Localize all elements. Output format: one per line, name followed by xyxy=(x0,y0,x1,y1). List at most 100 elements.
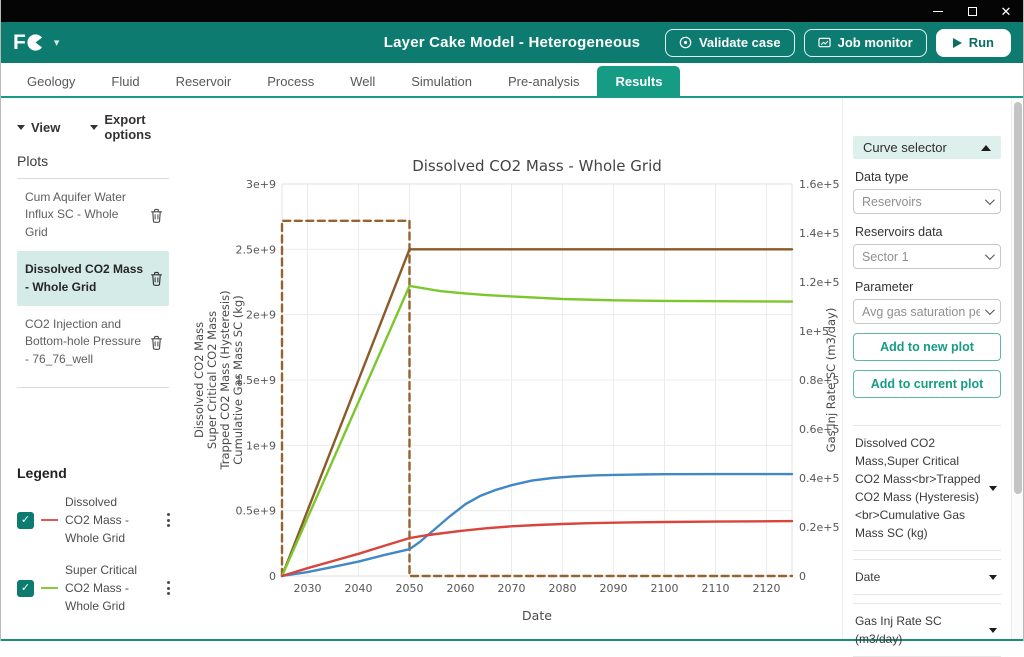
chart-svg[interactable]: 2030 2040 2050 2060 2070 2080 2090 2100 2110 2120… xyxy=(186,140,842,638)
y-left-tick-label: 2e+9 xyxy=(246,309,276,322)
job-monitor-label: Job monitor xyxy=(837,35,913,50)
close-icon: ✕ xyxy=(1000,3,1012,19)
legend-line-sample xyxy=(41,519,58,521)
tab-bar: Geology Fluid Reservoir Process Well Sim… xyxy=(1,63,1023,98)
data-type-value: Reservoirs xyxy=(861,194,922,209)
x-tick-label: 2040 xyxy=(344,582,372,595)
axis-sections: Dissolved CO2 Mass,Super Critical CO2 Ma… xyxy=(852,425,1002,657)
x-tick-label: 2070 xyxy=(497,582,525,595)
legend-title: Legend xyxy=(17,465,67,481)
maximize-button[interactable] xyxy=(955,0,989,22)
plot-list-item[interactable]: Cum Aquifer Water Influx SC - Whole Grid xyxy=(17,179,169,251)
view-label: View xyxy=(31,119,61,135)
x-tick-label: 2100 xyxy=(650,582,678,595)
tab-process[interactable]: Process xyxy=(267,74,315,89)
data-type-select[interactable]: Reservoirs xyxy=(852,189,1002,214)
logo-letter: F xyxy=(13,30,26,54)
x-axis-section[interactable]: Date xyxy=(852,559,1002,595)
validate-case-button[interactable]: Validate case xyxy=(664,28,795,57)
tab-fluid[interactable]: Fluid xyxy=(111,74,140,89)
caret-down-icon xyxy=(989,627,998,633)
secondary-axis-section[interactable]: Gas Inj Rate SC (m3/day) xyxy=(852,603,1002,657)
job-monitor-button[interactable]: Job monitor xyxy=(803,28,927,57)
app-header: F ▾ Layer Cake Model - Heterogeneous Val… xyxy=(1,22,1023,63)
x-tick-label: 2120 xyxy=(752,582,780,595)
chevron-down-icon xyxy=(985,305,995,316)
plot-item-label: Cum Aquifer Water Influx SC - Whole Grid xyxy=(25,190,126,239)
legend-line-sample xyxy=(41,587,58,589)
minimize-button[interactable] xyxy=(921,0,955,22)
close-button[interactable]: ✕ xyxy=(989,0,1023,22)
plot-item-label: Dissolved CO2 Mass - Whole Grid xyxy=(25,262,144,294)
y-axis-section-label: Dissolved CO2 Mass,Super Critical CO2 Ma… xyxy=(854,436,981,540)
series-2 xyxy=(280,284,794,578)
view-dropdown[interactable]: View xyxy=(17,120,60,135)
chart-title: Dissolved CO2 Mass - Whole Grid xyxy=(412,157,662,175)
y-right-tick-label: 1.2e+5 xyxy=(799,276,839,289)
y-left-tick-label: 0.5e+9 xyxy=(235,505,275,518)
legend-item: ✓ Dissolved CO2 Mass - Whole Grid xyxy=(17,493,175,547)
y-left-tick-label: 2.5e+9 xyxy=(235,243,275,256)
validate-case-label: Validate case xyxy=(698,35,781,50)
run-button[interactable]: Run xyxy=(935,28,1011,57)
check-icon: ✓ xyxy=(20,513,31,526)
trash-icon[interactable] xyxy=(150,335,163,350)
y-left-tick-label: 1.5e+9 xyxy=(235,374,275,387)
plot-list-item[interactable]: Dissolved CO2 Mass - Whole Grid xyxy=(17,251,169,306)
series-0 xyxy=(280,219,794,578)
secondary-axis-section-label: Gas Inj Rate SC (m3/day) xyxy=(854,614,942,646)
y-right-tick-label: 0.4e+5 xyxy=(799,472,839,485)
legend-label: Dissolved CO2 Mass - Whole Grid xyxy=(65,495,130,545)
minimize-icon xyxy=(933,10,943,12)
tab-simulation[interactable]: Simulation xyxy=(411,74,472,89)
y-left-tick-label: 0 xyxy=(269,570,276,583)
y-right-axis-label: Gas Inj Rate SC (m3/day) xyxy=(824,308,838,453)
plot-list: Cum Aquifer Water Influx SC - Whole Grid… xyxy=(17,179,169,378)
app-logo[interactable]: F xyxy=(13,31,45,55)
chevron-down-icon[interactable]: ▾ xyxy=(53,37,60,49)
legend-checkbox[interactable]: ✓ xyxy=(17,511,34,529)
chart-legend: Legend ✓ Dissolved CO2 Mass - Whole Grid… xyxy=(17,465,175,633)
export-options-dropdown[interactable]: Export options xyxy=(90,112,186,142)
y-left-axis-label: Dissolved CO2 MassSuper Critical CO2 Mas… xyxy=(192,290,245,470)
y-left-tick-label: 3e+9 xyxy=(246,178,276,191)
tab-geology[interactable]: Geology xyxy=(27,74,76,89)
reservoirs-data-select[interactable]: Sector 1 xyxy=(852,244,1002,269)
maximize-icon xyxy=(967,6,977,16)
tab-results[interactable]: Results xyxy=(597,66,681,96)
curve-selector-header[interactable]: Curve selector xyxy=(852,136,1002,159)
caret-down-icon xyxy=(17,124,25,130)
reservoirs-data-value: Sector 1 xyxy=(861,249,909,264)
collapse-icon xyxy=(981,144,992,151)
plot-list-item[interactable]: CO2 Injection and Bottom-hole Pressure -… xyxy=(17,306,169,378)
trash-icon[interactable] xyxy=(150,208,163,223)
add-to-new-plot-button[interactable]: Add to new plot xyxy=(852,333,1002,361)
kebab-menu-icon[interactable] xyxy=(162,510,175,530)
add-to-current-plot-button[interactable]: Add to current plot xyxy=(852,370,1002,398)
parameter-select[interactable]: Avg gas saturation per sector xyxy=(852,299,1002,324)
plots-title: Plots xyxy=(17,153,49,169)
legend-checkbox[interactable]: ✓ xyxy=(17,579,34,597)
caret-down-icon xyxy=(989,574,998,580)
x-tick-label: 2110 xyxy=(701,582,729,595)
x-axis-section-label: Date xyxy=(854,570,881,584)
tab-reservoir[interactable]: Reservoir xyxy=(175,74,232,89)
y-axis-section[interactable]: Dissolved CO2 Mass,Super Critical CO2 Ma… xyxy=(852,425,1002,551)
kebab-menu-icon[interactable] xyxy=(162,578,175,598)
tab-pre-analysis[interactable]: Pre-analysis xyxy=(507,74,580,89)
chart-area: 2030 2040 2050 2060 2070 2080 2090 2100 2110 2120… xyxy=(186,98,842,639)
x-tick-label: 2050 xyxy=(395,582,423,595)
divider xyxy=(17,387,169,389)
y-left-tick-label: 1e+9 xyxy=(246,439,276,452)
parameter-value: Avg gas saturation per sector xyxy=(861,304,980,319)
x-axis-label: Date xyxy=(522,608,552,623)
chevron-down-icon xyxy=(985,250,995,261)
data-type-label: Data type xyxy=(854,170,909,184)
os-titlebar: ✕ xyxy=(1,0,1023,22)
scrollbar-thumb[interactable] xyxy=(1014,102,1023,494)
export-options-label: Export options xyxy=(104,112,152,142)
trash-icon[interactable] xyxy=(150,271,163,286)
vertical-scrollbar[interactable] xyxy=(1011,98,1023,639)
tab-well[interactable]: Well xyxy=(350,74,376,89)
sidebar: View Export options Plots Cum Aquifer Wa… xyxy=(1,98,186,639)
